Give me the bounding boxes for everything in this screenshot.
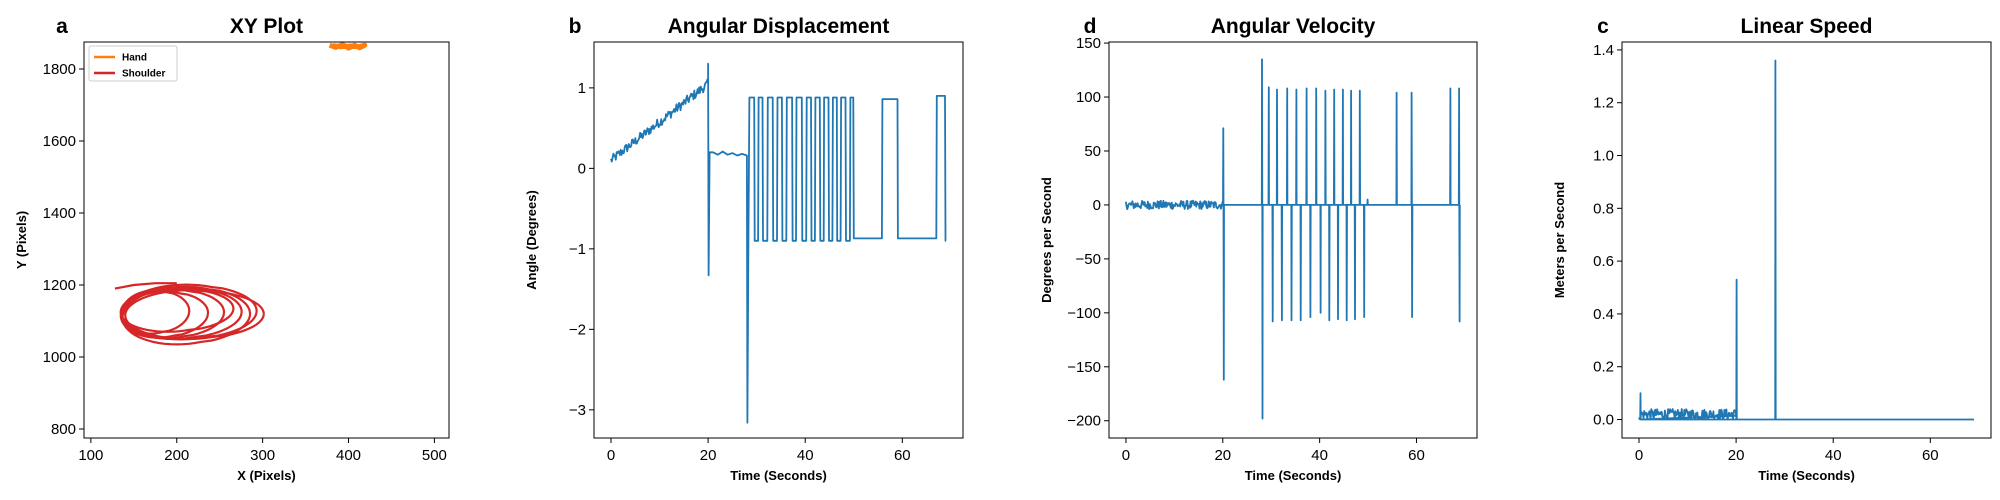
x-tick-label: 40 [1311, 447, 1328, 464]
y-tick-label: −150 [1067, 359, 1101, 376]
y-tick-label: 1000 [43, 349, 76, 366]
y-tick-label: −200 [1067, 413, 1101, 430]
series-line [610, 62, 947, 424]
series-line [328, 42, 368, 51]
x-tick-label: 400 [336, 447, 361, 464]
x-tick-label: 0 [1122, 447, 1130, 464]
x-tick-label: 20 [1214, 447, 1231, 464]
panel-letter: d [1084, 15, 1097, 38]
y-tick-label: 1.0 [1593, 148, 1614, 165]
y-tick-label: 0.4 [1593, 306, 1614, 323]
y-tick-label: 0.8 [1593, 200, 1614, 217]
y-axis-label: Angle (Degrees) [524, 190, 539, 290]
y-tick-label: 0 [1093, 197, 1101, 214]
y-tick-label: 100 [1076, 89, 1101, 106]
x-tick-label: 0 [1635, 447, 1643, 464]
series-shoulder-tail [114, 282, 177, 290]
y-tick-label: 0.2 [1593, 359, 1614, 376]
x-tick-label: 40 [797, 447, 814, 464]
x-tick-label: 200 [164, 447, 189, 464]
legend: Hand Shoulder [88, 45, 178, 82]
y-tick-label: 150 [1076, 35, 1101, 52]
panel-d: Angular Velocity d 0 20 40 60 −200 −150 −100 −50 0… [1039, 15, 1478, 483]
y-axis-label: Y (Pixels) [14, 211, 29, 269]
x-axis-label: Time (Seconds) [1245, 468, 1342, 483]
y-tick-label: 1800 [43, 61, 76, 78]
legend-label: Hand [122, 53, 147, 64]
panel-letter: a [56, 15, 68, 38]
y-tick-label: 50 [1084, 143, 1101, 160]
y-tick-label: 1.4 [1593, 42, 1614, 59]
plot-area [610, 62, 947, 424]
y-tick-label: 0.0 [1593, 412, 1614, 429]
y-tick-label: 1400 [43, 205, 76, 222]
y-tick-label: 1 [578, 80, 586, 97]
x-tick-label: 60 [1922, 447, 1939, 464]
axes-frame [593, 41, 964, 439]
series-shoulder-loop [119, 287, 235, 333]
legend-label: Shoulder [122, 69, 165, 80]
x-tick-label: 500 [422, 447, 447, 464]
x-tick-label: 60 [894, 447, 911, 464]
plot-area [114, 42, 368, 346]
panel-c: Linear Speed c 0 20 40 60 0.0 0.2 0.4 0.6 0.8 1.0 1.… [1552, 15, 1992, 483]
y-axis-label: Meters per Second [1552, 182, 1567, 298]
axes-frame [1108, 41, 1478, 439]
y-tick-label: 0.6 [1593, 253, 1614, 270]
panel-b: Angular Displacement b 0 20 40 60 −3 −2 −1 0 1 Time… [524, 15, 964, 483]
x-tick-label: 20 [1728, 447, 1745, 464]
x-tick-label: 20 [700, 447, 717, 464]
x-tick-label: 300 [250, 447, 275, 464]
y-tick-label: 1200 [43, 277, 76, 294]
y-tick-label: 800 [51, 421, 76, 438]
x-tick-label: 0 [607, 447, 615, 464]
x-axis-label: Time (Seconds) [730, 468, 827, 483]
x-tick-label: 100 [78, 447, 103, 464]
series-shoulder-loop [121, 285, 252, 346]
x-axis-label: Time (Seconds) [1758, 468, 1855, 483]
y-tick-label: −100 [1067, 305, 1101, 322]
y-tick-label: 1600 [43, 133, 76, 150]
chart-title: Angular Velocity [1211, 15, 1376, 38]
x-tick-label: 60 [1408, 447, 1425, 464]
y-tick-label: 0 [578, 160, 586, 177]
chart-title: Linear Speed [1741, 15, 1873, 38]
y-tick-label: −1 [569, 241, 586, 258]
panel-a: XY Plot a 100 200 300 400 500 800 1000 1200 1400 16… [14, 15, 450, 483]
axes-frame [1621, 41, 1992, 439]
y-tick-label: 1.2 [1593, 95, 1614, 112]
plot-area [1125, 58, 1461, 420]
y-tick-label: −3 [569, 402, 586, 419]
x-tick-label: 40 [1825, 447, 1842, 464]
chart-title: Angular Displacement [668, 15, 890, 38]
plot-area [1638, 59, 1974, 421]
y-tick-label: −2 [569, 321, 586, 338]
chart-title: XY Plot [230, 15, 303, 38]
series-line [1638, 59, 1974, 421]
panel-letter: b [569, 15, 582, 38]
series-line [1125, 58, 1461, 420]
y-axis-label: Degrees per Second [1039, 177, 1054, 303]
axes-frame [83, 41, 450, 439]
x-axis-label: X (Pixels) [237, 468, 296, 483]
panel-letter: c [1597, 15, 1609, 38]
y-tick-label: −50 [1076, 251, 1101, 268]
